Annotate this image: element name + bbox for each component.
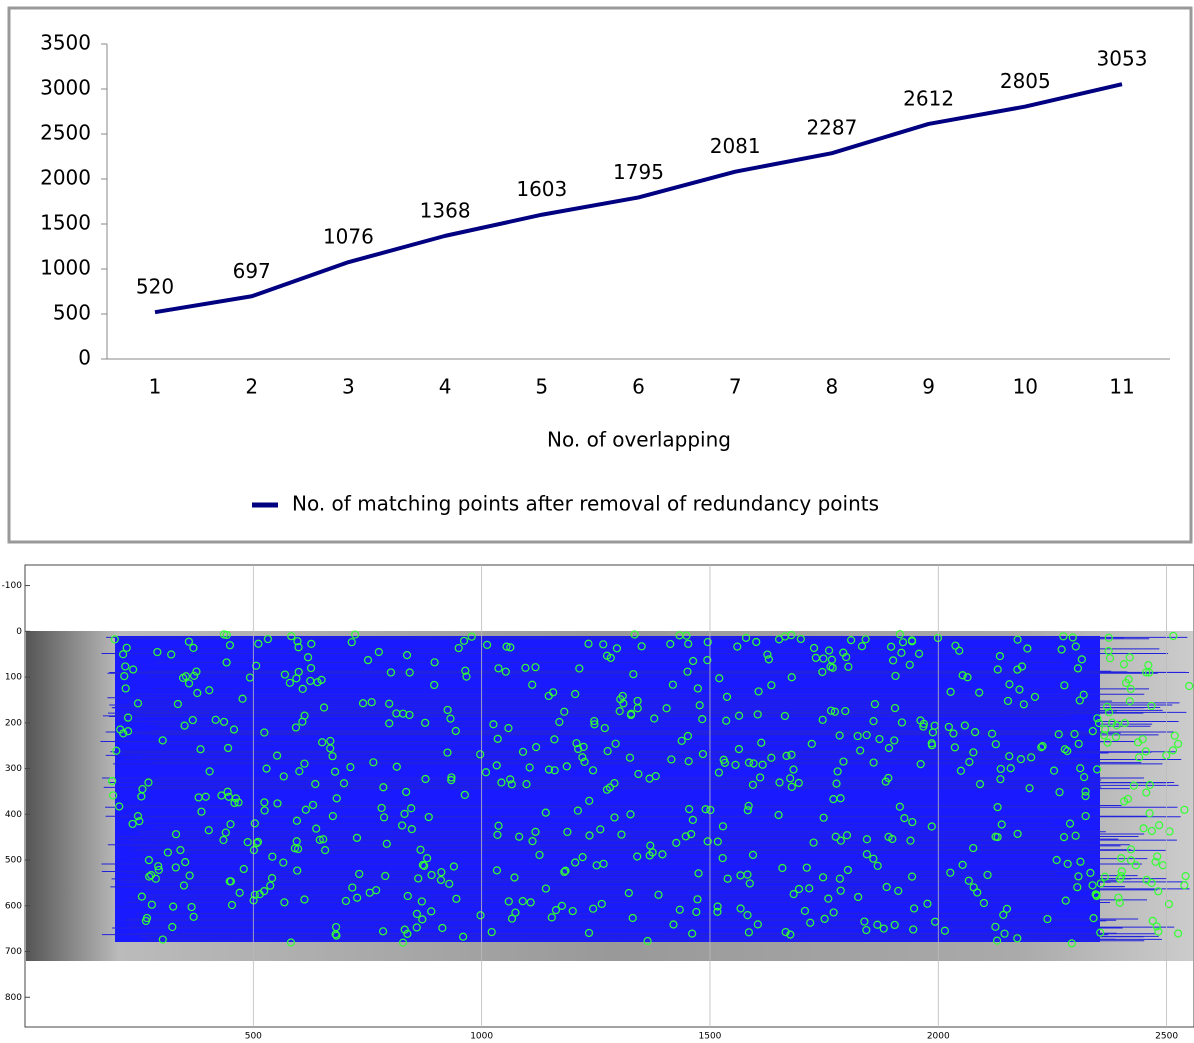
y-tick-label: 400 (5, 810, 22, 820)
x-tick-label: 1 (149, 375, 162, 399)
y-tick-label: 600 (5, 901, 22, 911)
y-tick-label: 0 (78, 346, 91, 370)
page: 0500100015002000250030003500123456789101… (0, 0, 1194, 1043)
y-tick-label: 700 (5, 947, 22, 957)
y-tick-label: 2500 (40, 121, 91, 145)
x-tick-label: 11 (1109, 375, 1134, 399)
x-tick-label: 1500 (699, 1032, 722, 1042)
y-tick-label: 100 (5, 673, 22, 683)
y-tick-label: 200 (5, 718, 22, 728)
data-label: 1076 (323, 225, 374, 249)
data-label: 2805 (1000, 69, 1051, 93)
x-tick-label: 2 (245, 375, 258, 399)
y-tick-label: 0 (16, 627, 22, 637)
x-axis-label: No. of overlapping (547, 428, 731, 452)
x-tick-label: 500 (245, 1032, 262, 1042)
data-label: 697 (233, 259, 271, 283)
y-tick-label: 800 (5, 993, 22, 1003)
y-tick-label: 500 (5, 856, 22, 866)
y-tick-label: -100 (2, 581, 23, 591)
x-tick-label: 5 (535, 375, 548, 399)
y-tick-label: 1500 (40, 211, 91, 235)
data-label: 520 (136, 275, 174, 299)
y-tick-label: 2000 (40, 166, 91, 190)
x-tick-label: 8 (826, 375, 839, 399)
data-label: 1603 (516, 177, 567, 201)
y-tick-label: 1000 (40, 256, 91, 280)
legend-label: No. of matching points after removal of … (292, 492, 879, 516)
x-tick-label: 6 (632, 375, 645, 399)
x-tick-label: 7 (729, 375, 742, 399)
y-tick-label: 3000 (40, 76, 91, 100)
x-tick-label: 9 (922, 375, 935, 399)
data-label: 1368 (420, 198, 471, 222)
image-chart: 500 1000 1500 2000 2500 -100 0 100 200 300 400 500 6… (2, 565, 1194, 1042)
x-tick-label: 3 (342, 375, 355, 399)
data-label: 2612 (903, 86, 954, 110)
x-tick-label: 10 (1013, 375, 1038, 399)
x-tick-label: 2500 (1155, 1032, 1178, 1042)
data-label: 2287 (806, 116, 857, 140)
x-tick-label: 4 (439, 375, 452, 399)
x-tick-label: 2000 (927, 1032, 950, 1042)
data-label: 1795 (613, 160, 664, 184)
y-tick-label: 500 (53, 301, 91, 325)
x-tick-label: 1000 (470, 1032, 493, 1042)
y-tick-label: 300 (5, 764, 22, 774)
data-label: 2081 (710, 134, 761, 158)
y-tick-label: 3500 (40, 31, 91, 55)
data-label: 3053 (1097, 47, 1148, 71)
